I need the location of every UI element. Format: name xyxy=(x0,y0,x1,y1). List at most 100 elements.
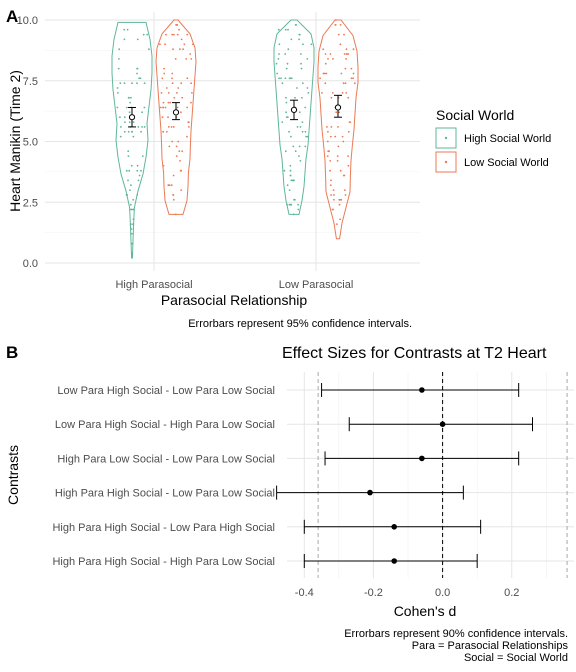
data-point xyxy=(352,72,355,75)
data-point xyxy=(139,77,142,80)
panel-a: A 0.0 2.5 5.0 7.5 10.0 High Parasocial Low Pa… xyxy=(6,7,551,330)
data-point xyxy=(132,135,135,138)
data-point xyxy=(178,28,180,31)
data-point xyxy=(136,194,139,196)
data-point xyxy=(128,121,131,123)
data-point xyxy=(319,77,321,80)
data-point xyxy=(169,101,172,104)
data-point xyxy=(278,53,280,55)
data-point xyxy=(347,155,349,158)
panel-b-letter: B xyxy=(6,343,18,362)
data-point xyxy=(172,48,174,51)
data-point xyxy=(177,140,180,143)
effect-size-point xyxy=(391,558,397,564)
data-point xyxy=(167,184,170,187)
data-point xyxy=(173,96,176,99)
legend-label: High Social World xyxy=(464,133,551,145)
data-point xyxy=(330,126,333,128)
data-point xyxy=(168,145,171,148)
data-point xyxy=(176,106,179,109)
panel-a-grid xyxy=(45,12,420,271)
data-point xyxy=(127,130,130,133)
data-point xyxy=(183,43,186,46)
data-point xyxy=(190,82,193,85)
data-point xyxy=(300,62,302,65)
legend-label: Low Social World xyxy=(464,157,549,169)
data-point xyxy=(127,155,130,158)
panel-a-violins xyxy=(111,19,359,259)
data-point xyxy=(346,53,348,55)
data-point xyxy=(289,164,292,167)
data-point xyxy=(347,164,350,167)
data-point xyxy=(284,53,287,55)
data-point xyxy=(344,67,347,70)
data-point xyxy=(128,169,131,172)
data-point xyxy=(136,38,139,41)
data-point xyxy=(295,24,297,26)
y-tick-label: 5.0 xyxy=(23,137,38,149)
data-point xyxy=(286,184,289,187)
data-point xyxy=(162,130,165,133)
data-point xyxy=(163,72,166,75)
data-point xyxy=(137,179,140,182)
data-point xyxy=(117,92,119,94)
data-point xyxy=(164,43,166,46)
contrast-label: Low Para High Social - Low Para Low Soci… xyxy=(57,385,275,397)
data-point xyxy=(176,92,178,94)
data-point xyxy=(123,28,126,31)
data-point xyxy=(347,53,350,55)
data-point xyxy=(338,203,341,206)
data-point xyxy=(341,135,344,138)
x-tick-label: -0.2 xyxy=(364,587,383,599)
legend: Social World High Social World Low Social… xyxy=(435,107,551,173)
data-point xyxy=(350,77,353,80)
data-point xyxy=(297,203,299,206)
data-point xyxy=(294,96,296,99)
data-point xyxy=(161,116,164,119)
data-point xyxy=(301,130,304,133)
data-point xyxy=(176,33,179,36)
data-point xyxy=(167,126,170,128)
data-point xyxy=(339,43,342,46)
violin-high-social-high-parasocial xyxy=(111,21,153,259)
data-point xyxy=(141,126,144,128)
data-point xyxy=(288,130,290,133)
data-point xyxy=(347,130,350,133)
data-point xyxy=(171,82,174,85)
panel-b-grid xyxy=(287,372,574,578)
data-point xyxy=(163,67,166,70)
data-point xyxy=(177,87,180,89)
data-point xyxy=(336,155,339,158)
data-point xyxy=(131,252,134,255)
data-point xyxy=(289,77,292,80)
data-point xyxy=(298,145,301,148)
data-point xyxy=(290,38,293,41)
data-point xyxy=(294,198,296,201)
caption-line: Para = Parasocial Relationships xyxy=(412,640,569,652)
data-point xyxy=(337,145,340,148)
violin-low-social-high-parasocial xyxy=(155,19,197,215)
data-point xyxy=(132,208,135,211)
data-point xyxy=(186,33,189,36)
data-point xyxy=(130,164,133,167)
data-point xyxy=(322,48,325,51)
data-point xyxy=(167,116,169,119)
data-point xyxy=(171,33,174,36)
data-point xyxy=(136,164,139,167)
data-point xyxy=(286,203,288,206)
data-point xyxy=(336,160,339,162)
data-point xyxy=(331,92,334,94)
data-point xyxy=(162,164,165,167)
data-point xyxy=(172,126,175,128)
data-point xyxy=(326,155,329,158)
data-point xyxy=(349,121,351,123)
mean-marker xyxy=(172,109,180,116)
data-point xyxy=(345,58,347,60)
data-point xyxy=(283,169,286,172)
data-point xyxy=(181,150,184,153)
panel-a-points xyxy=(116,19,356,255)
data-point xyxy=(293,179,295,182)
contrast-label: Low Para High Social - High Para Low Soc… xyxy=(55,419,275,431)
data-point xyxy=(136,67,139,70)
data-point xyxy=(281,82,284,85)
